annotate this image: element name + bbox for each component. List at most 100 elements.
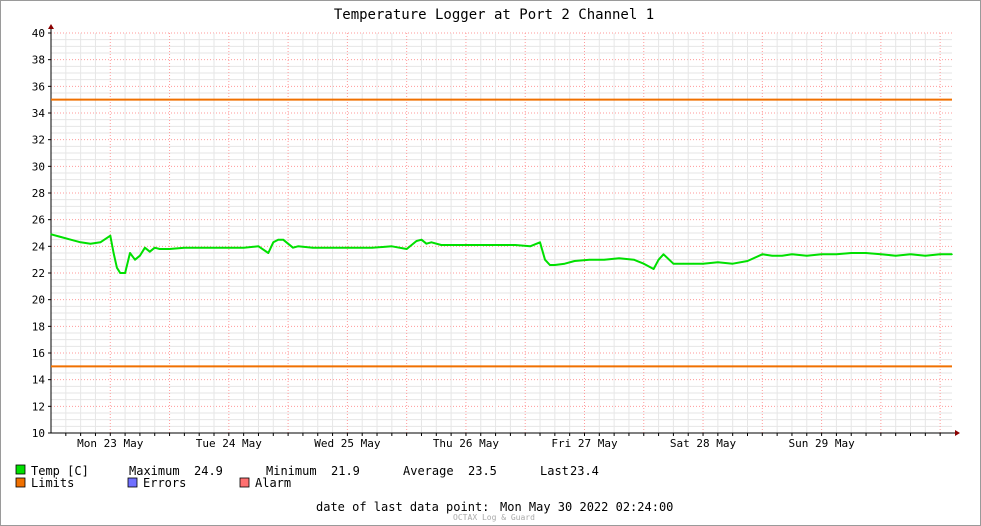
data-point xyxy=(267,252,270,254)
data-point xyxy=(529,245,531,248)
data-point xyxy=(563,262,566,265)
min-label: Minimum xyxy=(266,464,317,478)
data-point xyxy=(717,261,719,264)
data-point xyxy=(514,244,517,246)
y-tick-label: 12 xyxy=(32,400,45,413)
data-point xyxy=(880,253,882,256)
y-tick-label: 36 xyxy=(32,80,45,93)
data-point xyxy=(183,246,186,249)
data-point xyxy=(850,252,852,254)
y-tick-label: 40 xyxy=(32,27,45,40)
data-point xyxy=(544,258,546,261)
data-point xyxy=(242,246,245,249)
data-point xyxy=(554,264,556,266)
data-point xyxy=(662,253,665,256)
data-point xyxy=(865,252,867,254)
temp-swatch xyxy=(15,464,26,475)
x-tick-label: Tue 24 May xyxy=(196,437,263,450)
x-tick-label: Sun 29 May xyxy=(788,437,855,450)
data-point xyxy=(603,258,605,261)
legend-alarm-label: Alarm xyxy=(255,476,291,490)
data-point xyxy=(292,246,294,249)
chart-title: Temperature Logger at Port 2 Channel 1 xyxy=(334,7,654,23)
data-point xyxy=(430,241,433,244)
y-tick-label: 26 xyxy=(32,214,45,227)
data-point xyxy=(657,258,660,261)
data-point xyxy=(168,248,171,250)
data-point xyxy=(746,260,749,262)
y-tick-label: 30 xyxy=(32,160,45,173)
data-point xyxy=(588,258,591,261)
y-tick-label: 32 xyxy=(32,134,45,147)
data-point xyxy=(99,241,102,244)
data-point xyxy=(198,246,200,249)
data-point xyxy=(116,266,118,269)
data-point xyxy=(144,246,146,249)
data-point xyxy=(682,262,685,265)
y-tick-label: 22 xyxy=(32,267,45,280)
avg-value: 23.5 xyxy=(468,464,497,478)
data-point xyxy=(455,244,457,246)
data-point xyxy=(282,238,285,241)
data-point xyxy=(79,241,82,244)
axes xyxy=(48,24,960,436)
data-point xyxy=(924,254,927,257)
legend-limits-label: Limits xyxy=(31,476,74,490)
y-tick-label: 14 xyxy=(32,374,46,387)
data-point xyxy=(470,244,472,246)
data-point xyxy=(415,240,418,242)
data-point xyxy=(272,241,275,244)
data-point xyxy=(139,254,141,257)
data-point xyxy=(643,262,645,265)
y-tick-label: 16 xyxy=(32,347,45,360)
data-point xyxy=(909,253,912,256)
data-point xyxy=(573,260,576,262)
data-point xyxy=(158,248,161,250)
data-point xyxy=(153,246,156,249)
x-tick-label: Wed 25 May xyxy=(314,437,381,450)
y-axis-arrow xyxy=(48,24,54,29)
data-point xyxy=(312,246,314,249)
data-point xyxy=(791,253,793,256)
data-point xyxy=(50,233,52,236)
data-point xyxy=(124,272,126,274)
data-point xyxy=(129,252,131,254)
last-data-point-value: Mon May 30 2022 02:24:00 xyxy=(500,500,673,514)
data-point xyxy=(761,253,764,256)
legend-temp-label: Temp [C] xyxy=(31,464,89,478)
data-point xyxy=(633,258,635,261)
y-tick-label: 28 xyxy=(32,187,45,200)
tick-labels: 10 12 14 16 18 20 22 24 26 28 30 32 34 36 38 40 Mon 23 M… xyxy=(32,27,855,450)
data-point xyxy=(618,257,620,260)
data-point xyxy=(939,253,941,256)
data-point xyxy=(119,272,121,274)
data-point xyxy=(539,241,541,244)
y-tick-label: 38 xyxy=(32,54,45,67)
y-tick-label: 10 xyxy=(32,427,45,440)
data-point xyxy=(331,246,334,249)
alarm-swatch xyxy=(239,477,250,488)
data-point xyxy=(70,238,72,241)
data-point xyxy=(672,262,675,265)
y-tick-label: 18 xyxy=(32,320,45,333)
avg-label: Average xyxy=(403,464,454,478)
data-point xyxy=(484,244,487,246)
data-point xyxy=(771,254,773,257)
data-point xyxy=(549,264,551,266)
data-point xyxy=(820,253,823,256)
grid-lines xyxy=(51,32,952,433)
data-point xyxy=(89,242,92,245)
temperature-series xyxy=(50,233,953,274)
data-point xyxy=(297,245,299,248)
limit-lines xyxy=(51,98,952,368)
data-point xyxy=(149,250,151,253)
data-point xyxy=(287,242,289,245)
y-tick-label: 24 xyxy=(32,240,46,253)
watermark: OCTAX Log & Guard xyxy=(453,513,535,522)
x-tick-label: Mon 23 May xyxy=(77,437,144,450)
data-point xyxy=(781,254,783,257)
x-tick-label: Thu 26 May xyxy=(433,437,500,450)
data-point xyxy=(806,254,808,257)
